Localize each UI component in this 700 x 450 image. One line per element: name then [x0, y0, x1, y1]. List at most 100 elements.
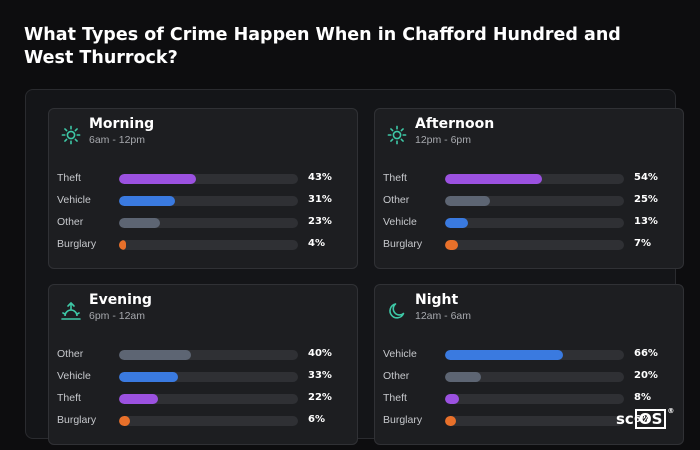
- logo-box: OS: [634, 409, 667, 429]
- bar-other: [119, 350, 191, 360]
- bar-row-other: Other 20%: [375, 366, 685, 388]
- bar-row-burglary: Burglary 6%: [375, 410, 685, 432]
- bar-theft: [445, 394, 460, 404]
- value-label: 23%: [308, 216, 332, 227]
- category-label: Other: [57, 216, 84, 228]
- value-label: 6%: [634, 414, 651, 425]
- bar-row-other: Other 23%: [49, 212, 359, 234]
- panel-subtitle: 12am - 6am: [415, 310, 472, 322]
- value-label: 6%: [308, 414, 325, 425]
- value-label: 8%: [634, 392, 651, 403]
- logo-registered-mark: ®: [667, 407, 675, 415]
- value-label: 25%: [634, 194, 658, 205]
- bar-track: [119, 416, 298, 426]
- panel-title: Night: [415, 292, 459, 308]
- bar-burglary: [119, 240, 127, 250]
- panel-night: Night 12am - 6am Vehicle 66% Other 20% Theft 8%…: [374, 284, 684, 445]
- panel-title: Evening: [89, 292, 152, 308]
- bar-vehicle: [119, 196, 175, 206]
- value-label: 22%: [308, 392, 332, 403]
- category-label: Theft: [57, 392, 81, 404]
- bar-burglary: [119, 416, 130, 426]
- bar-theft: [119, 174, 196, 184]
- bar-row-theft: Theft 43%: [49, 168, 359, 190]
- category-label: Vehicle: [57, 370, 91, 382]
- bar-row-vehicle: Vehicle 66%: [375, 344, 685, 366]
- value-label: 31%: [308, 194, 332, 205]
- bar-row-theft: Theft 22%: [49, 388, 359, 410]
- bar-row-burglary: Burglary 6%: [49, 410, 359, 432]
- value-label: 13%: [634, 216, 658, 227]
- bar-row-vehicle: Vehicle 31%: [49, 190, 359, 212]
- bar-row-other: Other 25%: [375, 190, 685, 212]
- category-label: Burglary: [383, 238, 423, 250]
- bar-other: [445, 196, 490, 206]
- value-label: 33%: [308, 370, 332, 381]
- category-label: Burglary: [383, 414, 423, 426]
- bar-track: [445, 394, 624, 404]
- bar-track: [445, 218, 624, 228]
- category-label: Theft: [383, 172, 407, 184]
- bar-track: [119, 372, 298, 382]
- category-label: Burglary: [57, 414, 97, 426]
- bar-track: [445, 174, 624, 184]
- bar-theft: [119, 394, 159, 404]
- bar-track: [119, 350, 298, 360]
- value-label: 54%: [634, 172, 658, 183]
- bar-track: [445, 416, 624, 426]
- value-label: 20%: [634, 370, 658, 381]
- bar-row-vehicle: Vehicle 33%: [49, 366, 359, 388]
- bar-track: [119, 196, 298, 206]
- bar-row-theft: Theft 54%: [375, 168, 685, 190]
- bar-track: [445, 240, 624, 250]
- bar-track: [119, 394, 298, 404]
- panel-subtitle: 12pm - 6pm: [415, 134, 472, 146]
- panel-subtitle: 6pm - 12am: [89, 310, 146, 322]
- sun-icon: [387, 125, 407, 145]
- bar-row-vehicle: Vehicle 13%: [375, 212, 685, 234]
- bar-vehicle: [119, 372, 179, 382]
- value-label: 40%: [308, 348, 332, 359]
- category-label: Theft: [383, 392, 407, 404]
- bar-track: [445, 196, 624, 206]
- bar-vehicle: [445, 218, 469, 228]
- category-label: Vehicle: [57, 194, 91, 206]
- bar-track: [445, 372, 624, 382]
- category-label: Burglary: [57, 238, 97, 250]
- panel-afternoon: Afternoon 12pm - 6pm Theft 54% Other 25% Vehic…: [374, 108, 684, 269]
- category-label: Theft: [57, 172, 81, 184]
- sun-icon: [61, 125, 81, 145]
- page-title: What Types of Crime Happen When in Chaff…: [24, 25, 621, 68]
- bar-burglary: [445, 416, 456, 426]
- category-label: Other: [57, 348, 84, 360]
- panel-subtitle: 6am - 12pm: [89, 134, 146, 146]
- scos-logo: sc OS ®: [616, 407, 674, 431]
- panel-morning: Morning 6am - 12pm Theft 43% Vehicle 31% Other…: [48, 108, 358, 269]
- panel-title: Afternoon: [415, 116, 495, 132]
- bar-burglary: [445, 240, 458, 250]
- bar-row-theft: Theft 8%: [375, 388, 685, 410]
- category-label: Other: [383, 194, 410, 206]
- bar-row-other: Other 40%: [49, 344, 359, 366]
- panel-title: Morning: [89, 116, 155, 132]
- bar-row-burglary: Burglary 7%: [375, 234, 685, 256]
- sunset-icon: [61, 301, 81, 321]
- bar-other: [445, 372, 481, 382]
- value-label: 43%: [308, 172, 332, 183]
- bar-track: [119, 174, 298, 184]
- value-label: 66%: [634, 348, 658, 359]
- bar-track: [119, 218, 298, 228]
- bar-track: [119, 240, 298, 250]
- moon-icon: [387, 301, 407, 321]
- panel-evening: Evening 6pm - 12am Other 40% Vehicle 33% Theft…: [48, 284, 358, 445]
- logo-prefix: sc: [616, 410, 634, 428]
- bar-vehicle: [445, 350, 564, 360]
- bar-row-burglary: Burglary 4%: [49, 234, 359, 256]
- bar-track: [445, 350, 624, 360]
- value-label: 4%: [308, 238, 325, 249]
- category-label: Vehicle: [383, 216, 417, 228]
- value-label: 7%: [634, 238, 651, 249]
- category-label: Other: [383, 370, 410, 382]
- bar-theft: [445, 174, 542, 184]
- bar-other: [119, 218, 161, 228]
